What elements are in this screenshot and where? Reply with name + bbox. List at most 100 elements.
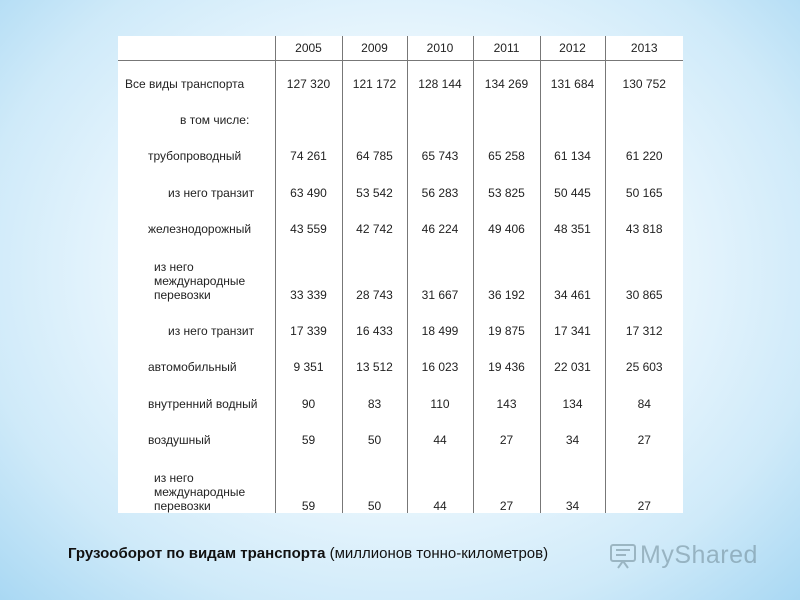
year-header: 2010 <box>406 36 473 61</box>
table-cell: 28 743 <box>341 235 407 303</box>
header-corner <box>118 36 275 61</box>
caption-title: Грузооборот по видам транспорта <box>68 545 326 562</box>
table-cell: 17 341 <box>539 302 605 339</box>
table-cell: 110 <box>406 374 473 411</box>
row-label: железнодорожный <box>148 221 252 236</box>
table-cell: 33 339 <box>274 235 342 303</box>
table-cell: 84 <box>604 374 683 411</box>
table-row: воздушный 59 50 44 27 34 27 <box>118 410 683 447</box>
table-cell: 9 351 <box>274 338 342 375</box>
table-cell: 16 433 <box>341 302 407 339</box>
table-cell: 27 <box>604 410 683 447</box>
table-cell: 53 825 <box>472 163 540 200</box>
table-cell: 65 258 <box>472 127 540 164</box>
table-row: из него международные перевозки 59 50 44… <box>118 446 683 513</box>
row-label: в том числе: <box>180 113 250 128</box>
table-cell: 50 <box>341 446 407 513</box>
table-cell: 43 559 <box>274 199 342 236</box>
table-cell: 27 <box>472 410 540 447</box>
table-cell: 121 172 <box>341 60 407 92</box>
row-label: из него транзит <box>168 324 255 339</box>
table-cell: 30 865 <box>604 235 683 303</box>
table-cell: 31 667 <box>406 235 473 303</box>
row-label: из него международные перевозки <box>118 236 275 302</box>
table-cell: 131 684 <box>539 60 605 92</box>
table-cell: 16 023 <box>406 338 473 375</box>
table-cell: 17 312 <box>604 302 683 339</box>
table-cell: 65 743 <box>406 127 473 164</box>
table-cell: 134 269 <box>472 60 540 92</box>
row-label: из него международные перевозки <box>118 447 275 513</box>
watermark-text: MyShared <box>640 540 758 569</box>
table-row: железнодорожный 43 559 42 742 46 224 49 … <box>118 199 683 236</box>
table-cell: 34 <box>539 446 605 513</box>
table-cell: 127 320 <box>274 60 342 92</box>
table-cell: 17 339 <box>274 302 342 339</box>
table-row: внутренний водный 90 83 110 143 134 84 <box>118 374 683 411</box>
row-label-line: международные <box>154 485 246 499</box>
table-cell: 56 283 <box>406 163 473 200</box>
table-row: трубопроводный 74 261 64 785 65 743 65 2… <box>118 127 683 164</box>
row-label: автомобильный <box>148 360 237 375</box>
table-cell: 18 499 <box>406 302 473 339</box>
table-row: в том числе: <box>118 91 683 128</box>
table-cell: 25 603 <box>604 338 683 375</box>
table-cell: 27 <box>472 446 540 513</box>
table-cell: 36 192 <box>472 235 540 303</box>
table-cell: 128 144 <box>406 60 473 92</box>
table-cell: 59 <box>274 446 342 513</box>
table-cell: 50 165 <box>604 163 683 200</box>
table-cell: 53 542 <box>341 163 407 200</box>
table-cell: 50 445 <box>539 163 605 200</box>
watermark: MyShared <box>608 538 758 572</box>
row-label-line: из него <box>154 471 194 485</box>
table-cell: 22 031 <box>539 338 605 375</box>
table-cell: 90 <box>274 374 342 411</box>
slide-caption: Грузооборот по видам транспорта (миллион… <box>68 545 548 562</box>
row-label: воздушный <box>148 432 211 447</box>
table-cell: 48 351 <box>539 199 605 236</box>
table-cell: 42 742 <box>341 199 407 236</box>
table-cell: 44 <box>406 446 473 513</box>
row-label-line: из него <box>154 260 194 275</box>
table-cell: 74 261 <box>274 127 342 164</box>
table-row: из него транзит 63 490 53 542 56 283 53 … <box>118 163 683 200</box>
year-header: 2013 <box>604 36 683 61</box>
table-row: из него транзит 17 339 16 433 18 499 19 … <box>118 302 683 339</box>
table-cell: 34 <box>539 410 605 447</box>
table-cell: 46 224 <box>406 199 473 236</box>
table-cell: 49 406 <box>472 199 540 236</box>
table-cell: 61 220 <box>604 127 683 164</box>
table-cell: 134 <box>539 374 605 411</box>
year-header: 2005 <box>274 36 342 61</box>
row-label: внутренний водный <box>148 396 258 411</box>
year-header: 2011 <box>472 36 540 61</box>
table-panel: 2005 2009 2010 2011 2012 2013 Все виды т… <box>118 36 683 513</box>
row-label-line: перевозки <box>154 288 211 303</box>
row-label: трубопроводный <box>148 149 242 164</box>
table-row: из него международные перевозки 33 339 2… <box>118 235 683 303</box>
table-cell: 61 134 <box>539 127 605 164</box>
table-cell: 143 <box>472 374 540 411</box>
table-row: Все виды транспорта 127 320 121 172 128 … <box>118 60 683 92</box>
table-cell: 43 818 <box>604 199 683 236</box>
table-cell: 44 <box>406 410 473 447</box>
table-cell: 19 875 <box>472 302 540 339</box>
row-label: Все виды транспорта <box>125 77 245 92</box>
slideshow-icon <box>610 544 636 569</box>
row-label: из него транзит <box>168 185 255 200</box>
freight-table: 2005 2009 2010 2011 2012 2013 Все виды т… <box>118 36 683 513</box>
table-cell: 13 512 <box>341 338 407 375</box>
table-cell: 63 490 <box>274 163 342 200</box>
table-cell: 64 785 <box>341 127 407 164</box>
table-cell: 83 <box>341 374 407 411</box>
table-cell: 59 <box>274 410 342 447</box>
table-cell: 27 <box>604 446 683 513</box>
table-cell: 50 <box>341 410 407 447</box>
row-label-line: перевозки <box>154 499 211 513</box>
table-cell: 19 436 <box>472 338 540 375</box>
caption-units: (миллионов тонно-километров) <box>325 545 549 562</box>
year-header: 2009 <box>341 36 407 61</box>
year-header: 2012 <box>539 36 605 61</box>
table-row: автомобильный 9 351 13 512 16 023 19 436… <box>118 338 683 375</box>
